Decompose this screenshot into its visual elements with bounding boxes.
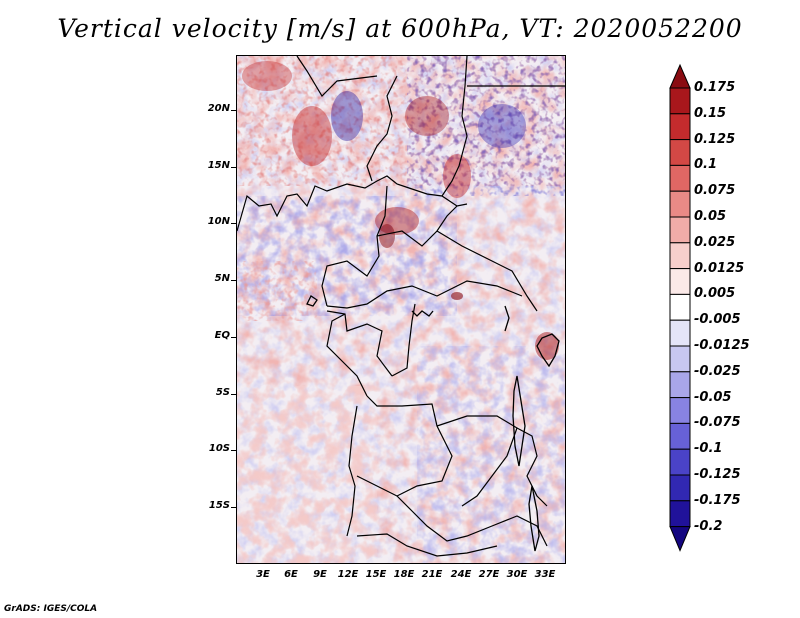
colorbar bbox=[669, 63, 691, 552]
colorbar-label: 0.1 bbox=[694, 157, 718, 173]
colorbar-label: 0.175 bbox=[694, 80, 736, 95]
lon-label-12e: 12E bbox=[337, 569, 359, 580]
great-lakes bbox=[306, 295, 560, 552]
lat-label-10n: 10N bbox=[207, 216, 230, 227]
colorbar-swatch bbox=[669, 164, 691, 192]
map-panel bbox=[236, 55, 566, 564]
colorbar-swatch bbox=[669, 397, 691, 424]
lon-label-21e: 21E bbox=[421, 569, 443, 580]
colorbar-swatch bbox=[669, 474, 691, 502]
lon-label-15e: 15E bbox=[365, 569, 387, 580]
colorbar-label: 0.005 bbox=[694, 286, 736, 302]
country-borders bbox=[237, 56, 565, 557]
colorbar-label: -0.005 bbox=[694, 312, 741, 328]
grads-credit: GrADS: IGES/COLA bbox=[4, 604, 98, 614]
colorbar-swatch bbox=[669, 422, 691, 450]
colorbar-swatch bbox=[669, 526, 691, 552]
colorbar-swatch bbox=[669, 190, 691, 218]
lat-label-5s: 5S bbox=[215, 387, 230, 398]
colorbar-label: -0.175 bbox=[694, 492, 741, 508]
lon-label-30e: 30E bbox=[506, 569, 528, 580]
colorbar-label: -0.125 bbox=[694, 467, 741, 482]
lon-label-6e: 6E bbox=[284, 569, 298, 580]
colorbar-label: 0.025 bbox=[694, 234, 736, 250]
lon-label-27e: 27E bbox=[478, 569, 500, 580]
chart-title: Vertical velocity [m/s] at 600hPa, VT: 2… bbox=[57, 14, 743, 43]
lon-label-9e: 9E bbox=[313, 569, 327, 580]
lon-label-3e: 3E bbox=[256, 569, 270, 580]
colorbar-swatch bbox=[669, 293, 691, 321]
colorbar-swatch bbox=[669, 345, 691, 373]
lat-label-15s: 15S bbox=[208, 500, 230, 511]
lon-label-18e: 18E bbox=[393, 569, 415, 580]
colorbar-swatch bbox=[669, 242, 691, 270]
colorbar-label: -0.075 bbox=[694, 415, 741, 431]
colorbar-swatch bbox=[669, 448, 691, 476]
colorbar-label: 0.0125 bbox=[694, 260, 745, 276]
velocity-field-map bbox=[237, 56, 565, 563]
colorbar-label: 0.05 bbox=[694, 209, 727, 224]
colorbar-label: 0.125 bbox=[694, 131, 736, 147]
colorbar-swatch bbox=[669, 268, 691, 295]
colorbar-swatch bbox=[669, 500, 691, 528]
colorbar-swatch bbox=[669, 139, 691, 166]
colorbar-swatch bbox=[669, 113, 691, 141]
lon-label-24e: 24E bbox=[450, 569, 472, 580]
lat-label-5n: 5N bbox=[214, 273, 230, 284]
lat-label-10s: 10S bbox=[208, 443, 230, 454]
colorbar-swatch bbox=[669, 319, 691, 347]
colorbar-swatch bbox=[669, 63, 691, 89]
colorbar-label: 0.15 bbox=[694, 105, 727, 121]
colorbar-swatch bbox=[669, 87, 691, 115]
colorbar-label: -0.025 bbox=[694, 363, 741, 379]
lat-label-20n: 20N bbox=[207, 103, 230, 114]
lat-label-eq: EQ bbox=[214, 330, 230, 341]
colorbar-label: -0.2 bbox=[694, 518, 723, 534]
colorbar-label: -0.0125 bbox=[694, 338, 750, 353]
colorbar-swatch bbox=[669, 371, 691, 399]
colorbar-label: -0.1 bbox=[694, 441, 723, 457]
colorbar-label: -0.05 bbox=[694, 389, 732, 405]
lon-label-33e: 33E bbox=[534, 569, 556, 580]
lat-label-15n: 15N bbox=[207, 160, 230, 171]
colorbar-label: 0.075 bbox=[694, 183, 736, 199]
colorbar-swatch bbox=[669, 216, 691, 244]
